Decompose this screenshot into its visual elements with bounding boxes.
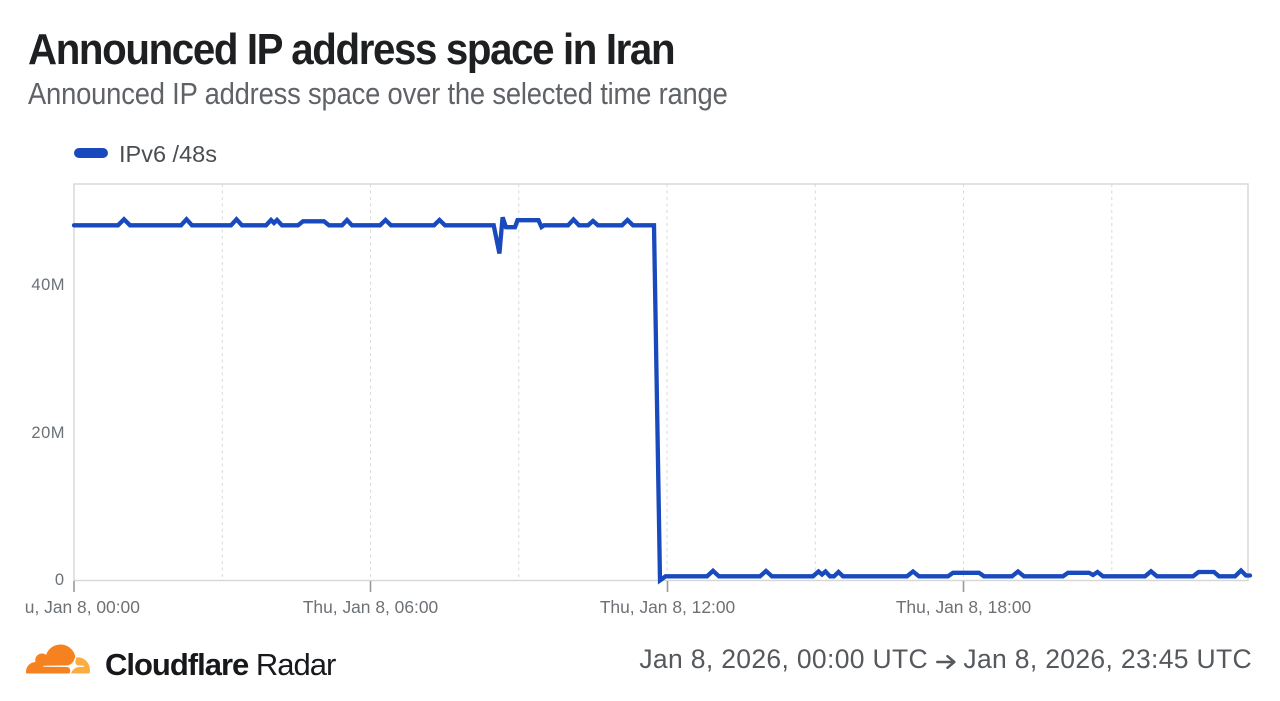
svg-text:Thu, Jan 8, 18:00: Thu, Jan 8, 18:00 bbox=[896, 597, 1031, 617]
svg-text:20M: 20M bbox=[31, 424, 65, 442]
svg-text:Thu, Jan 8, 06:00: Thu, Jan 8, 06:00 bbox=[303, 597, 438, 617]
svg-text:Thu, Jan 8, 00:00: Thu, Jan 8, 00:00 bbox=[5, 597, 140, 617]
svg-text:40M: 40M bbox=[31, 276, 65, 294]
svg-text:Thu, Jan 8, 12:00: Thu, Jan 8, 12:00 bbox=[600, 597, 735, 617]
svg-text:0: 0 bbox=[55, 571, 65, 589]
